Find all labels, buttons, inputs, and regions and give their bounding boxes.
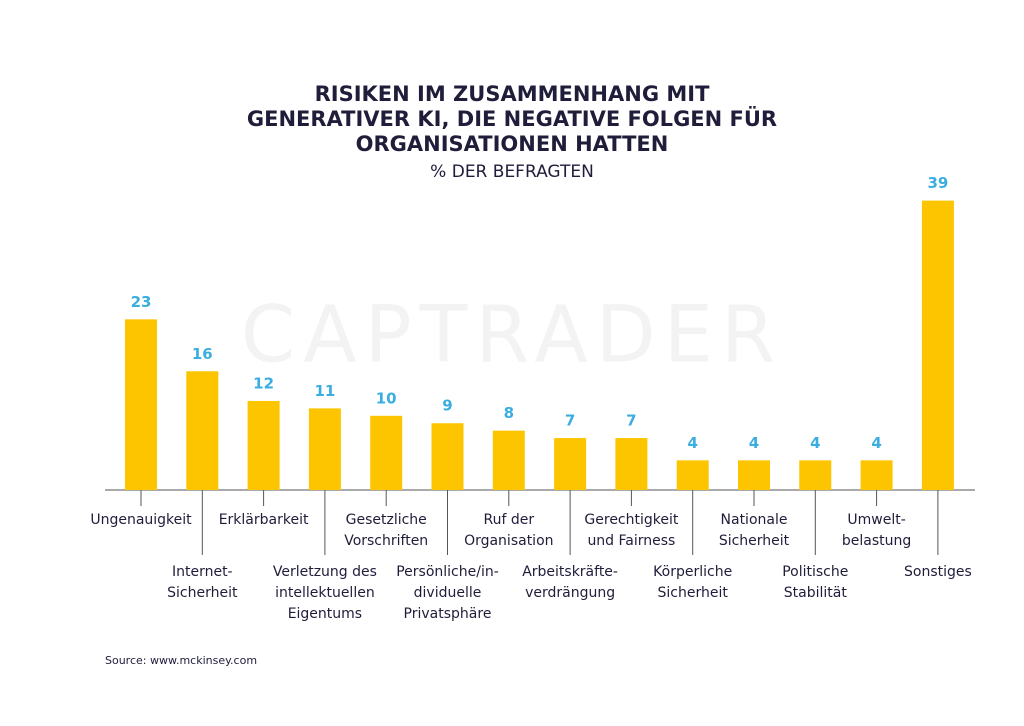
value-label: 8: [504, 404, 514, 422]
x-tick-label: Sicherheit: [719, 533, 790, 549]
value-label: 4: [749, 434, 759, 452]
x-tick-label: Arbeitskräfte-: [522, 564, 618, 580]
bar: [186, 371, 219, 490]
value-label: 10: [376, 389, 397, 407]
chart-title: ORGANISATIONEN HATTEN: [356, 132, 669, 156]
x-tick-label: Erklärbarkeit: [219, 512, 309, 528]
x-tick-label: intellektuellen: [275, 585, 375, 601]
value-label: 9: [442, 397, 452, 415]
chart-title: RISIKEN IM ZUSAMMENHANG MIT: [315, 82, 710, 106]
x-tick-label: Internet-: [172, 564, 233, 580]
value-label: 4: [871, 434, 881, 452]
x-tick-label: Körperliche: [653, 564, 732, 580]
watermark: CAPTRADER: [241, 290, 783, 380]
bar: [370, 415, 403, 490]
x-tick-label: Verletzung des: [273, 564, 377, 580]
bar: [492, 430, 525, 490]
bar: [799, 460, 832, 490]
x-tick-label: Sicherheit: [658, 585, 729, 601]
value-label: 39: [927, 174, 948, 192]
x-tick-label: Nationale: [721, 512, 788, 528]
x-tick-label: Stabilität: [784, 585, 848, 601]
x-tick-label: und Fairness: [587, 533, 675, 549]
bar: [676, 460, 709, 490]
x-tick-label: dividuelle: [414, 585, 482, 601]
chart-title: GENERATIVER KI, DIE NEGATIVE FOLGEN FÜR: [247, 106, 777, 131]
x-tick-label: Politische: [782, 564, 848, 580]
value-label: 7: [626, 412, 636, 430]
x-tick-label: Vorschriften: [344, 533, 428, 549]
x-tick-label: Ruf der: [483, 512, 534, 528]
x-tick-label: Persönliche/in-: [396, 564, 499, 580]
bar: [125, 319, 157, 490]
source: Source: www.mckinsey.com: [105, 654, 257, 667]
bar: [308, 408, 341, 490]
bar: [615, 438, 648, 490]
value-label: 4: [810, 434, 820, 452]
bar: [921, 200, 954, 490]
x-tick-label: Eigentums: [288, 606, 362, 622]
bar: [247, 400, 280, 490]
x-tick-label: Gesetzliche: [346, 512, 427, 528]
chart-subtitle: % DER BEFRAGTEN: [430, 162, 594, 182]
value-label: 11: [314, 382, 335, 400]
value-label: 23: [131, 293, 152, 311]
bar: [738, 460, 770, 490]
bar: [860, 460, 893, 490]
x-tick-label: Umwelt-: [847, 512, 905, 528]
value-label: 7: [565, 412, 575, 430]
value-label: 16: [192, 345, 213, 363]
x-tick-label: Gerechtigkeit: [584, 512, 678, 528]
x-tick-label: Ungenauigkeit: [90, 512, 192, 528]
x-tick-label: Organisation: [464, 533, 553, 549]
x-tick-label: belastung: [842, 533, 911, 549]
x-tick-label: verdrängung: [525, 585, 615, 601]
x-tick-label: Privatsphäre: [404, 606, 492, 622]
value-label: 12: [253, 374, 274, 392]
x-tick-label: Sicherheit: [167, 585, 238, 601]
value-label: 4: [687, 434, 697, 452]
x-tick-label: Sonstiges: [904, 564, 972, 580]
bar: [431, 423, 464, 490]
bar: [554, 438, 587, 490]
